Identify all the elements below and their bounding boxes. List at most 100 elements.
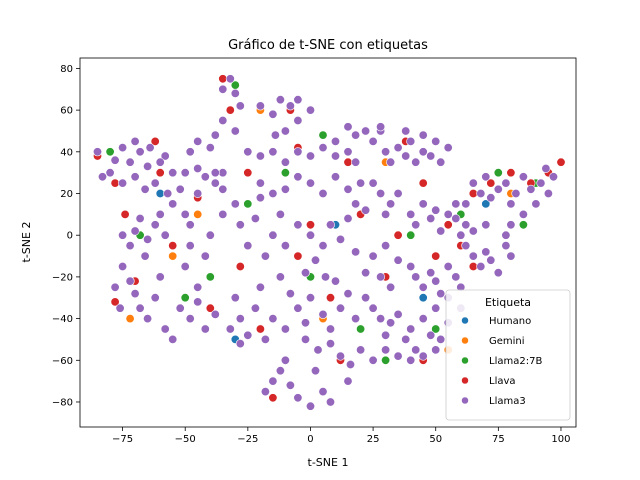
point-llama3	[180, 209, 190, 219]
x-tick-label: 50	[429, 434, 442, 445]
point-llama3	[293, 116, 303, 126]
point-llama3	[411, 272, 421, 282]
point-llama2-7b	[180, 293, 190, 303]
point-llama3	[386, 318, 396, 328]
legend-label-humano: Humano	[489, 316, 531, 327]
point-llama3	[280, 324, 290, 334]
point-llava	[468, 261, 478, 271]
point-llama3	[386, 157, 396, 167]
legend-marker-humano	[461, 316, 469, 325]
point-llama3	[175, 303, 185, 313]
point-llama3	[93, 147, 103, 157]
point-llama3	[268, 314, 278, 324]
y-tick-label: −20	[52, 272, 73, 283]
point-llama3	[275, 95, 285, 105]
point-llama3	[280, 241, 290, 251]
point-llama3	[451, 199, 461, 209]
point-llama3	[193, 136, 203, 146]
x-tick-label: −25	[237, 434, 258, 445]
point-llava	[205, 303, 215, 313]
point-llama3	[180, 261, 190, 271]
point-llama3	[356, 178, 366, 188]
point-llama3	[293, 303, 303, 313]
point-llama3	[481, 172, 491, 182]
point-llama3	[386, 282, 396, 292]
point-llama3	[361, 293, 371, 303]
point-llama3	[160, 230, 170, 240]
point-llava	[431, 251, 441, 261]
point-llama3	[143, 161, 153, 171]
point-llama3	[293, 393, 303, 403]
point-llama3	[280, 355, 290, 365]
point-llama3	[501, 241, 511, 251]
point-llama3	[361, 126, 371, 136]
point-llama3	[243, 330, 253, 340]
point-llama3	[163, 189, 173, 199]
point-gemini	[125, 314, 135, 324]
point-llama3	[155, 272, 165, 282]
point-llama3	[343, 184, 353, 194]
point-llava	[155, 168, 165, 178]
point-llama3	[320, 272, 330, 282]
point-llava	[506, 168, 516, 178]
point-llama3	[135, 303, 145, 313]
point-llava	[393, 230, 403, 240]
legend-label-gemini: Gemini	[489, 336, 525, 347]
point-llama3	[418, 147, 428, 157]
point-llama3	[143, 234, 153, 244]
point-llama2-7b	[493, 168, 503, 178]
y-tick-label: 0	[67, 231, 73, 242]
point-llama3	[476, 189, 486, 199]
point-llama3	[376, 314, 386, 324]
point-llama3	[235, 101, 245, 111]
point-llama3	[335, 234, 345, 244]
point-llama3	[343, 122, 353, 132]
point-llama3	[305, 293, 315, 303]
legend-label-llama2-7b: Llama2:7B	[489, 356, 542, 367]
point-llama3	[185, 241, 195, 251]
point-llama3	[376, 122, 386, 132]
point-llama3	[401, 151, 411, 161]
point-llama3	[185, 147, 195, 157]
point-llama3	[431, 345, 441, 355]
point-llama3	[135, 214, 145, 224]
point-llama3	[225, 74, 235, 84]
point-llama3	[381, 209, 391, 219]
point-llama3	[386, 199, 396, 209]
x-axis-label: t-SNE 1	[308, 456, 349, 469]
point-llama3	[293, 95, 303, 105]
point-llama3	[493, 184, 503, 194]
legend: Etiqueta Humano Gemini Llama2:7B Llava Llama…	[445, 289, 571, 421]
legend-marker-gemini	[461, 336, 469, 345]
point-llama3	[260, 387, 270, 397]
point-llava	[110, 178, 120, 188]
point-llama3	[255, 101, 265, 111]
point-llama3	[361, 205, 371, 215]
point-llava	[110, 297, 120, 307]
point-llama3	[351, 199, 361, 209]
point-llava	[468, 189, 478, 199]
point-llama3	[300, 268, 310, 278]
point-llama3	[210, 168, 220, 178]
point-llama3	[381, 345, 391, 355]
point-llama3	[275, 366, 285, 376]
point-llama3	[268, 189, 278, 199]
point-llama3	[118, 143, 128, 153]
point-llama3	[393, 255, 403, 265]
point-llama2-7b	[356, 324, 366, 334]
point-llama2-7b	[381, 355, 391, 365]
point-llama3	[218, 116, 228, 126]
point-llama3	[118, 261, 128, 271]
point-llama3	[118, 230, 128, 240]
point-llama3	[325, 339, 335, 349]
y-axis-label: t-SNE 2	[20, 222, 33, 263]
point-llama3	[343, 376, 353, 386]
point-llama3	[235, 314, 245, 324]
point-llama3	[175, 184, 185, 194]
point-llama3	[225, 324, 235, 334]
point-llama3	[461, 220, 471, 230]
point-llama3	[325, 397, 335, 407]
point-llama3	[351, 130, 361, 140]
point-llama3	[205, 143, 215, 153]
point-llama3	[411, 220, 421, 230]
